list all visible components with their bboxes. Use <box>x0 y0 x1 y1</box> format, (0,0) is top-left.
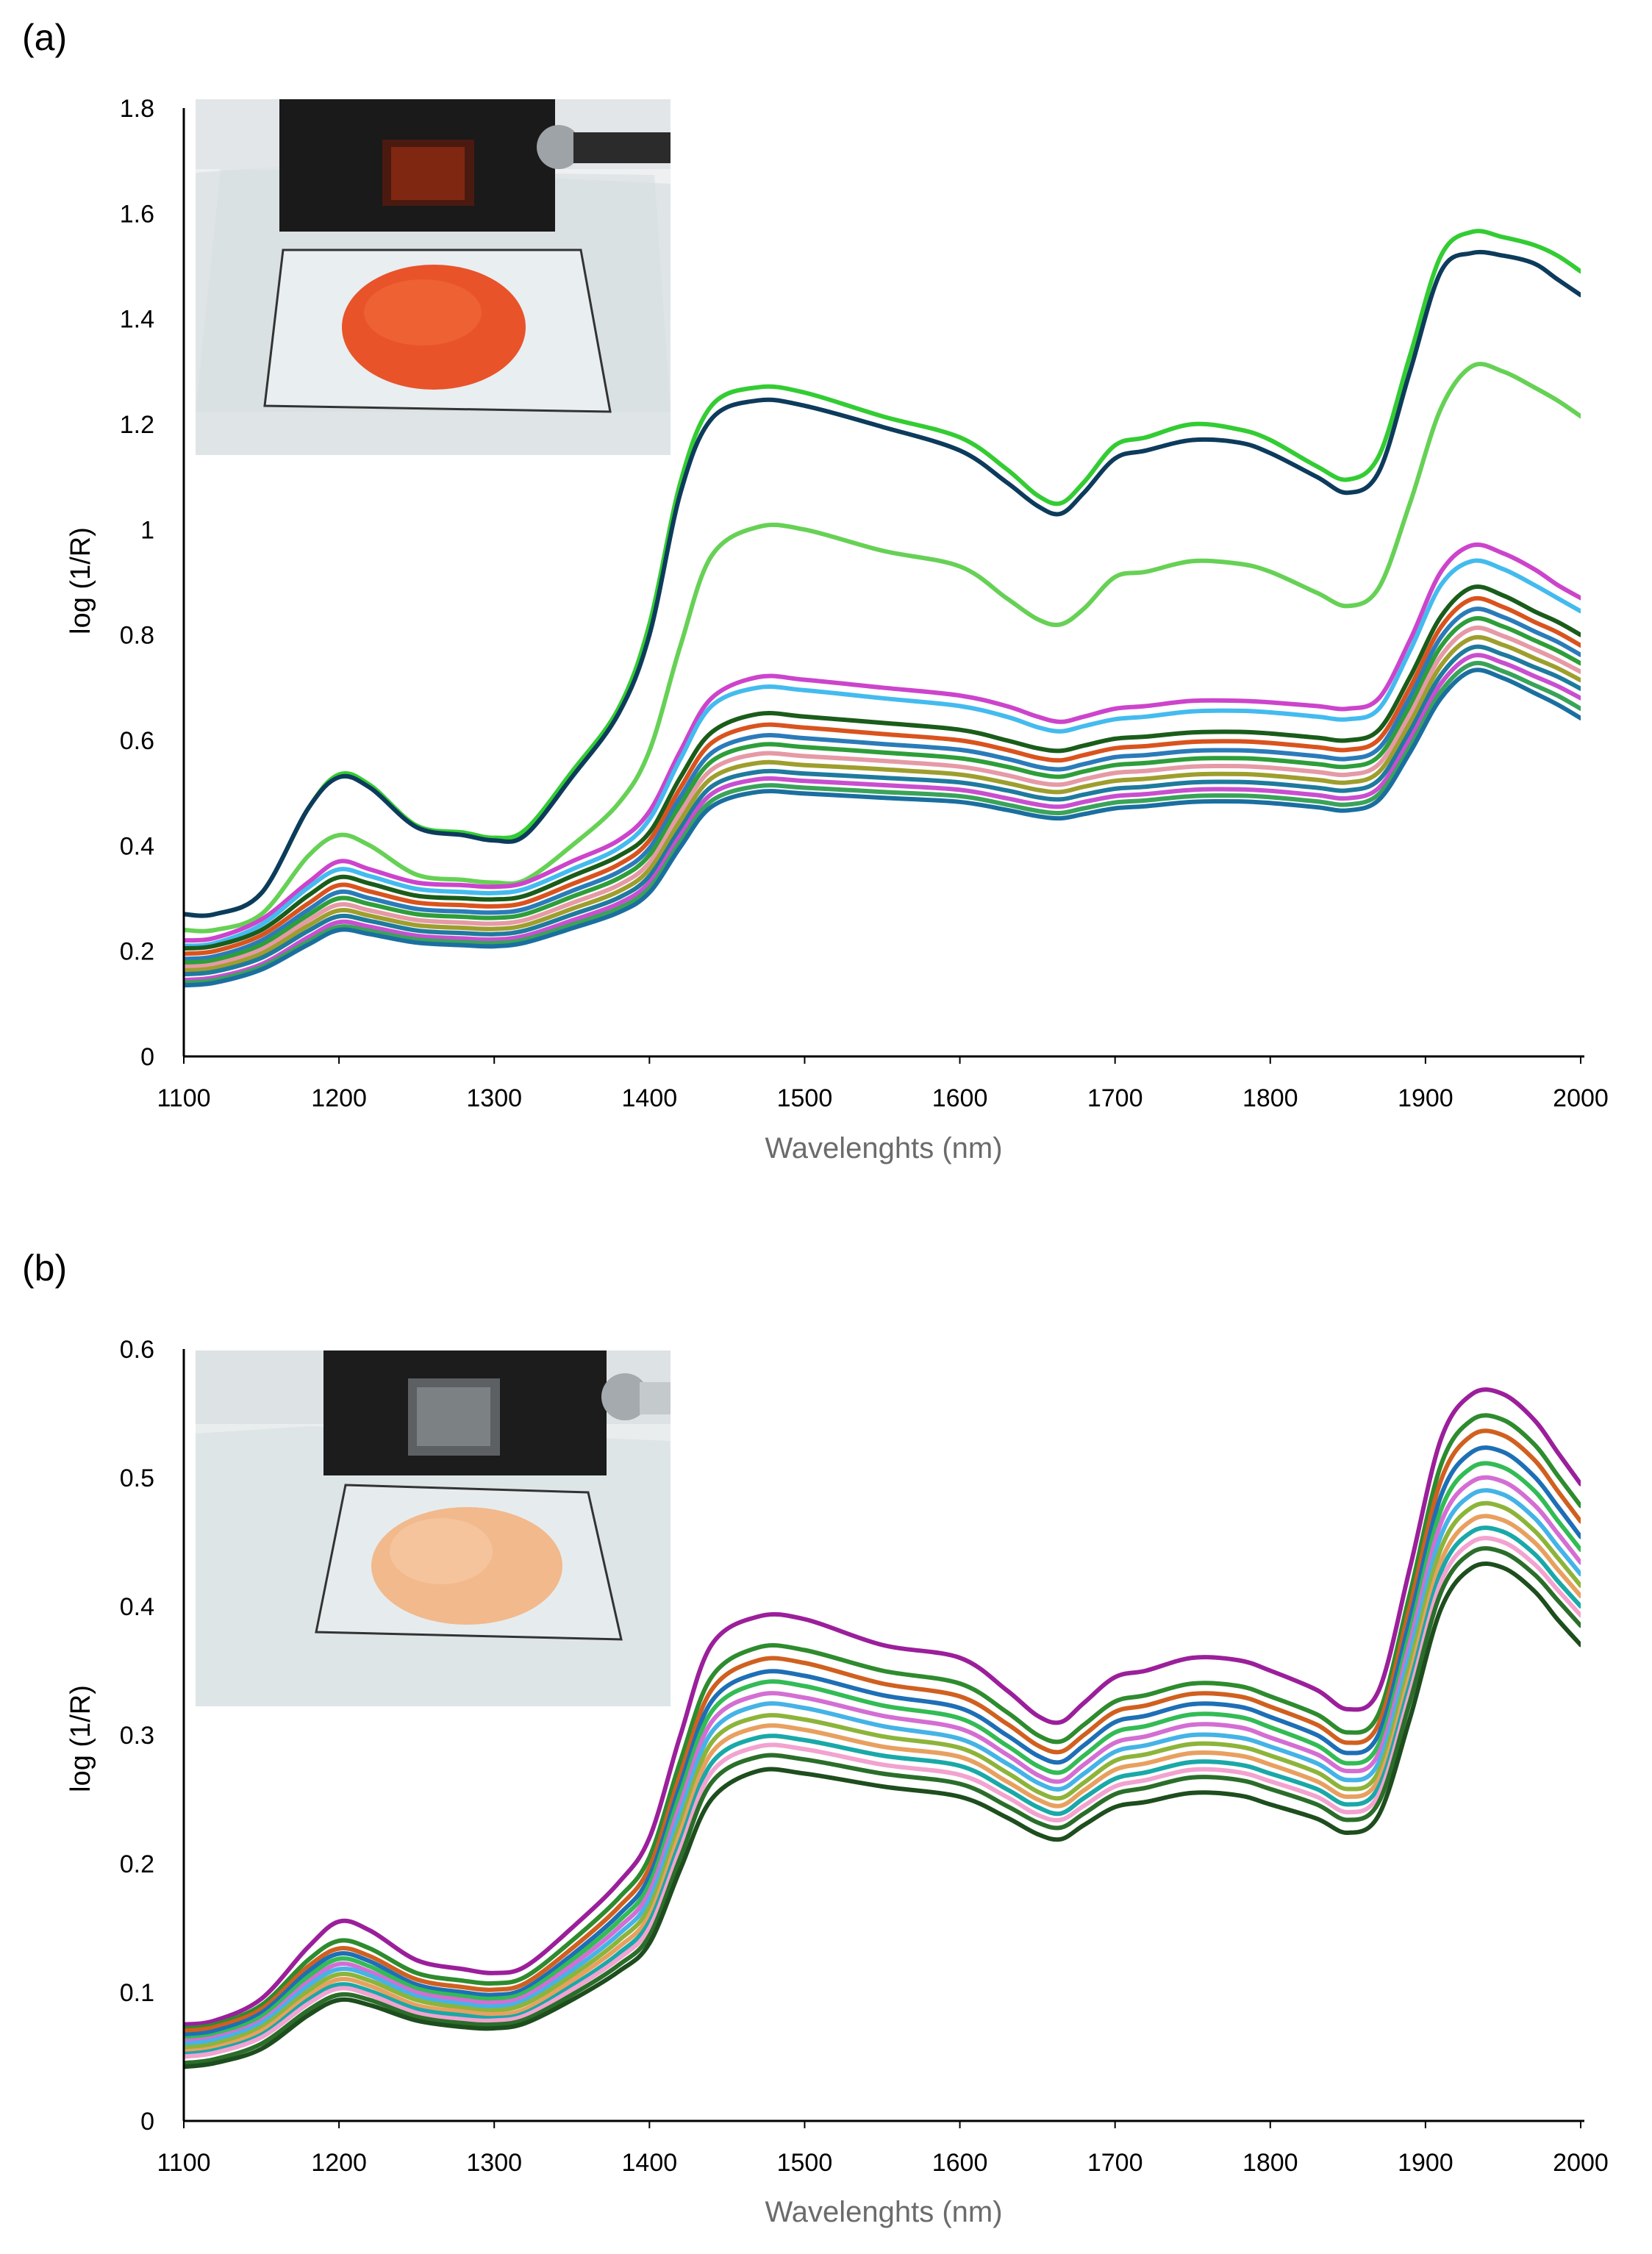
panel-a-x-tick-label: 1500 <box>777 1084 833 1112</box>
panel-b-x-tick-label: 1100 <box>157 2149 210 2177</box>
panel-a-y-tick-label: 1.8 <box>120 95 154 123</box>
panel-b-x-tick-label: 1400 <box>622 2149 678 2177</box>
panel-a-series-line-7 <box>184 595 1581 956</box>
panel-b-y-tick-label: 0.1 <box>120 1979 154 2007</box>
panel-a-y-tick-label: 1 <box>140 516 154 544</box>
panel-a-series-line-11 <box>184 634 1581 973</box>
panel-b-x-tick-label: 1600 <box>932 2149 988 2177</box>
panel-a-series-line-8 <box>184 607 1581 962</box>
panel-a-x-tick-label: 1700 <box>1087 1084 1143 1112</box>
panel-a-series-line-15 <box>184 668 1581 988</box>
panel-a-series-line-5 <box>184 558 1581 948</box>
panel-a-series-line-9 <box>184 616 1581 965</box>
panel-a-x-tick-label: 1200 <box>311 1084 367 1112</box>
panel-b-series-line-9 <box>184 1514 1581 2054</box>
panel-b-x-tick-label: 2000 <box>1553 2149 1609 2177</box>
panel-a-y-axis-title: log (1/R) <box>65 527 96 634</box>
panel-a-series-line-2 <box>184 249 1581 918</box>
panel-b-series-line-4 <box>184 1445 1581 2037</box>
panel-a-series-line-4 <box>184 542 1581 943</box>
panel-a-series-line-14 <box>184 661 1581 985</box>
panel-b-series-line-1 <box>184 1387 1581 2027</box>
panel-a-x-tick-label: 1800 <box>1242 1084 1298 1112</box>
panel-a: (a) 00.20.40.60.811.21.41.61.8 1100 1200 1… <box>22 17 1609 1164</box>
panel-a-x-tick-labels: 1100 1200 1300 1400 1500 1600 1700 1800 1900 2000 <box>157 1056 1609 1112</box>
panel-b-y-tick-label: 0.2 <box>120 1850 154 1878</box>
panel-b-x-tick-label: 1300 <box>466 2149 522 2177</box>
panel-a-x-tick-label: 1300 <box>466 1084 522 1112</box>
panel-b-label: (b) <box>22 1248 67 1289</box>
panel-a-y-tick-labels: 0 0.2 0.4 0.6 0.8 1 1.2 1.4 1.6 1.8 <box>120 95 154 1071</box>
panel-b-series-line-7 <box>184 1488 1581 2046</box>
panel-a-x-axis-title: Wavelenghts (nm) <box>765 1132 1002 1164</box>
panel-b-x-tick-label: 1800 <box>1242 2149 1298 2177</box>
panel-b-y-tick-labels: 0 0.1 0.2 0.3 0.4 0.5 0.6 <box>120 1336 154 2136</box>
panel-b-series-line-11 <box>184 1536 1581 2059</box>
panel-b-x-tick-label: 1900 <box>1398 2149 1453 2177</box>
panel-b: (b) 0 0.1 0.2 0.3 0.4 0.5 0.6 1100 1200 1300 1400… <box>22 1248 1609 2228</box>
panel-a-y-tick-label: 0.6 <box>120 727 154 755</box>
panel-b-series-line-13 <box>184 1561 1581 2069</box>
panel-a-series-line-3 <box>184 362 1581 934</box>
panel-b-series-line-5 <box>184 1461 1581 2041</box>
panel-a-series-line-13 <box>184 653 1581 983</box>
panel-b-series-line-3 <box>184 1428 1581 2033</box>
panel-b-series-line-12 <box>184 1546 1581 2066</box>
panel-b-x-tick-label: 1500 <box>777 2149 833 2177</box>
panel-b-x-tick-labels: 1100 1200 1300 1400 1500 1600 1700 1800 1900 2000 <box>157 2121 1609 2177</box>
panel-b-y-tick-label: 0 <box>140 2108 154 2136</box>
panel-a-y-tick-label: 1.4 <box>120 306 154 334</box>
panel-a-y-tick-label: 1.2 <box>120 411 154 439</box>
panel-a-series <box>184 229 1581 988</box>
panel-b-x-tick-label: 1200 <box>311 2149 367 2177</box>
panel-b-y-axis-title: log (1/R) <box>65 1685 96 1792</box>
panel-b-y-tick-label: 0.6 <box>120 1336 154 1364</box>
panel-a-inset-photo <box>196 99 671 455</box>
panel-a-x-tick-label: 1400 <box>622 1084 678 1112</box>
panel-b-series-line-6 <box>184 1475 1581 2044</box>
panel-b-series-line-2 <box>184 1413 1581 2031</box>
panel-b-series-line-8 <box>184 1500 1581 2050</box>
panel-a-x-tick-label: 1600 <box>932 1084 988 1112</box>
panel-b-y-tick-label: 0.4 <box>120 1593 154 1621</box>
panel-a-y-tick-label: 0.2 <box>120 938 154 966</box>
panel-a-x-tick-label: 2000 <box>1553 1084 1609 1112</box>
panel-a-x-tick-label: 1900 <box>1398 1084 1453 1112</box>
panel-a-y-tick-label: 0.8 <box>120 622 154 650</box>
panel-a-series-line-6 <box>184 584 1581 951</box>
panel-b-series <box>184 1387 1581 2069</box>
panel-a-x-tick-label: 1100 <box>157 1084 210 1112</box>
panel-a-series-line-10 <box>184 626 1581 970</box>
panel-b-y-tick-label: 0.5 <box>120 1464 154 1492</box>
panel-a-series-line-12 <box>184 644 1581 977</box>
panel-b-series-line-10 <box>184 1525 1581 2056</box>
panel-a-y-tick-label: 1.6 <box>120 200 154 228</box>
panel-b-x-axis-title: Wavelenghts (nm) <box>765 2196 1002 2228</box>
panel-a-y-tick-label: 0.4 <box>120 832 154 860</box>
panel-b-inset-photo <box>196 1350 671 1706</box>
panel-a-y-tick-label: 0 <box>140 1043 154 1071</box>
panel-b-y-tick-label: 0.3 <box>120 1722 154 1750</box>
panel-a-label: (a) <box>22 17 67 58</box>
panel-b-x-tick-label: 1700 <box>1087 2149 1143 2177</box>
